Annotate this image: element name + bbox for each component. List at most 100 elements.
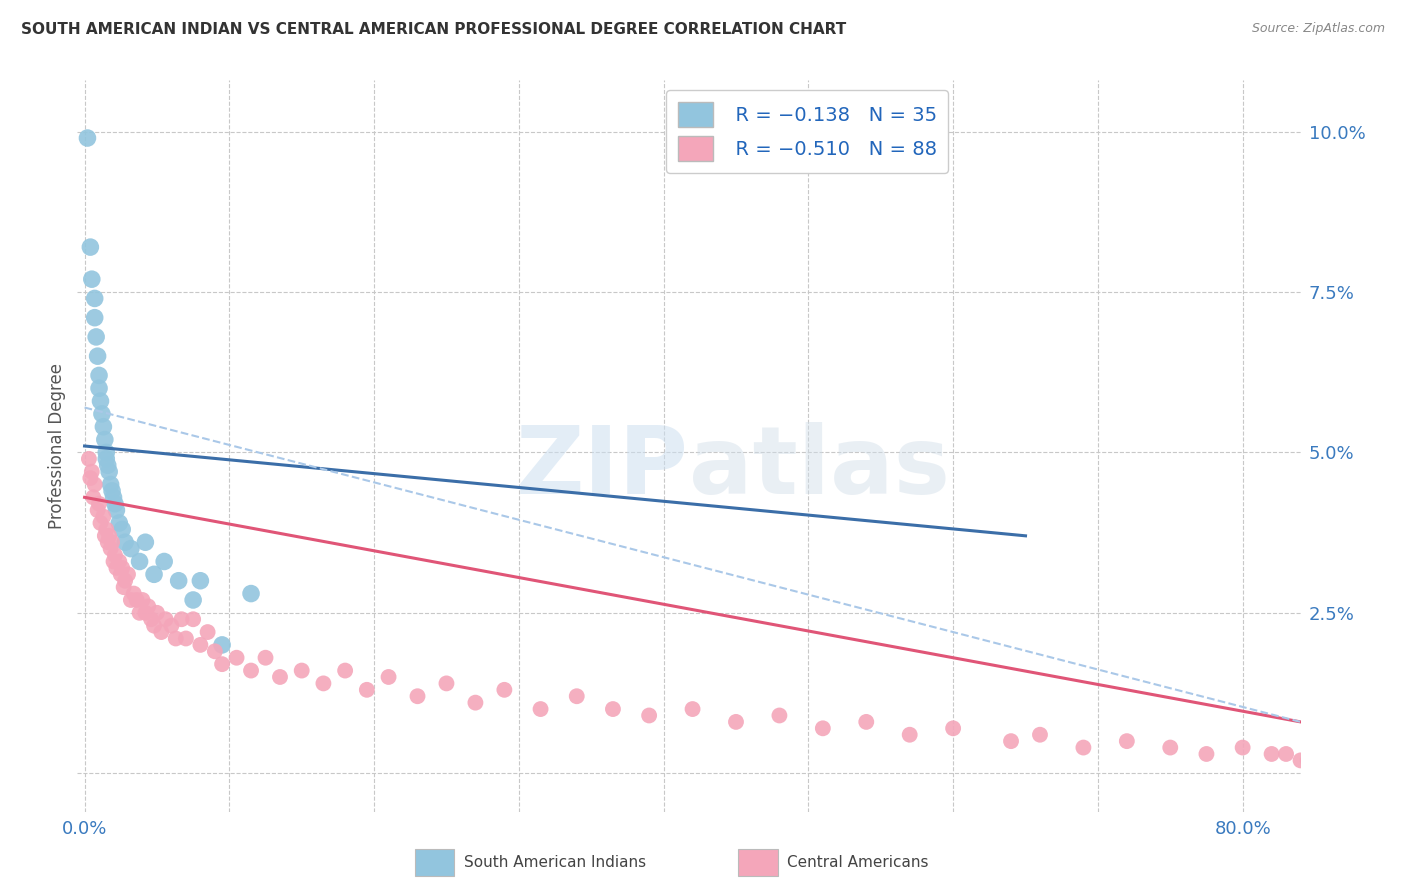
Point <box>77 451 100 466</box>
Point <box>1195 747 1218 761</box>
Point <box>83 292 105 306</box>
Point <box>240 586 263 600</box>
Point <box>122 586 145 600</box>
Point <box>406 690 429 704</box>
Point <box>101 483 124 498</box>
Point <box>104 548 127 562</box>
Point <box>108 554 131 568</box>
Point <box>898 728 921 742</box>
Point <box>269 670 291 684</box>
Point <box>97 535 120 549</box>
Point <box>141 612 163 626</box>
Point <box>83 310 105 325</box>
Point <box>76 131 98 145</box>
Point <box>136 599 159 614</box>
Point <box>181 593 204 607</box>
Text: Central Americans: Central Americans <box>787 855 929 870</box>
Text: atlas: atlas <box>689 422 950 514</box>
Point <box>105 561 128 575</box>
Point <box>143 618 166 632</box>
Point <box>602 702 624 716</box>
Point <box>170 612 193 626</box>
Point <box>105 503 128 517</box>
Point <box>86 349 108 363</box>
Point <box>768 708 790 723</box>
Point <box>89 394 111 409</box>
Point <box>291 664 314 678</box>
Point <box>312 676 335 690</box>
Point <box>94 529 117 543</box>
Point <box>79 471 101 485</box>
Point <box>150 625 173 640</box>
Point <box>1232 740 1254 755</box>
Point <box>211 638 233 652</box>
Point <box>114 535 136 549</box>
Point <box>1073 740 1095 755</box>
Point <box>529 702 551 716</box>
Point <box>377 670 399 684</box>
Point <box>131 593 153 607</box>
Text: South American Indians: South American Indians <box>464 855 647 870</box>
Point <box>811 721 834 735</box>
Point <box>356 682 378 697</box>
Point <box>1115 734 1137 748</box>
Point <box>104 497 127 511</box>
Point <box>117 567 139 582</box>
Point <box>240 664 263 678</box>
Point <box>197 625 219 640</box>
Point <box>134 535 156 549</box>
Point <box>96 451 118 466</box>
Point <box>1322 760 1344 774</box>
Point <box>1000 734 1022 748</box>
Point <box>942 721 965 735</box>
Point <box>225 650 247 665</box>
Point <box>155 612 177 626</box>
Point <box>93 509 115 524</box>
Point <box>1319 760 1341 774</box>
Text: SOUTH AMERICAN INDIAN VS CENTRAL AMERICAN PROFESSIONAL DEGREE CORRELATION CHART: SOUTH AMERICAN INDIAN VS CENTRAL AMERICA… <box>21 22 846 37</box>
Point <box>86 503 108 517</box>
Text: ZIP: ZIP <box>516 422 689 514</box>
Point <box>101 535 124 549</box>
Point <box>724 714 747 729</box>
Point <box>153 554 176 568</box>
Point <box>100 541 122 556</box>
Point <box>98 529 121 543</box>
Text: Source: ZipAtlas.com: Source: ZipAtlas.com <box>1251 22 1385 36</box>
Point <box>160 618 183 632</box>
Point <box>111 523 134 537</box>
Point <box>464 696 486 710</box>
Point <box>100 477 122 491</box>
Point <box>84 330 107 344</box>
Point <box>110 567 132 582</box>
Point <box>254 650 277 665</box>
Point <box>1289 753 1312 767</box>
Point <box>1260 747 1282 761</box>
Legend:   R = −0.138   N = 35,   R = −0.510   N = 88: R = −0.138 N = 35, R = −0.510 N = 88 <box>666 90 948 173</box>
Y-axis label: Professional Degree: Professional Degree <box>48 363 66 529</box>
Point <box>87 497 110 511</box>
Point <box>638 708 661 723</box>
Point <box>181 612 204 626</box>
Point <box>98 465 121 479</box>
Point <box>565 690 588 704</box>
Point <box>134 606 156 620</box>
Point <box>436 676 458 690</box>
Point <box>682 702 704 716</box>
Point <box>1309 760 1331 774</box>
Point <box>87 381 110 395</box>
Point <box>91 407 114 421</box>
Point <box>143 567 166 582</box>
Point <box>112 580 135 594</box>
Point <box>103 491 125 505</box>
Point <box>120 593 142 607</box>
Point <box>93 419 115 434</box>
Point <box>333 664 356 678</box>
Point <box>96 523 118 537</box>
Point <box>174 632 197 646</box>
Point <box>1303 760 1326 774</box>
Point <box>855 714 877 729</box>
Point <box>80 465 103 479</box>
Point <box>1296 753 1319 767</box>
Point <box>211 657 233 672</box>
